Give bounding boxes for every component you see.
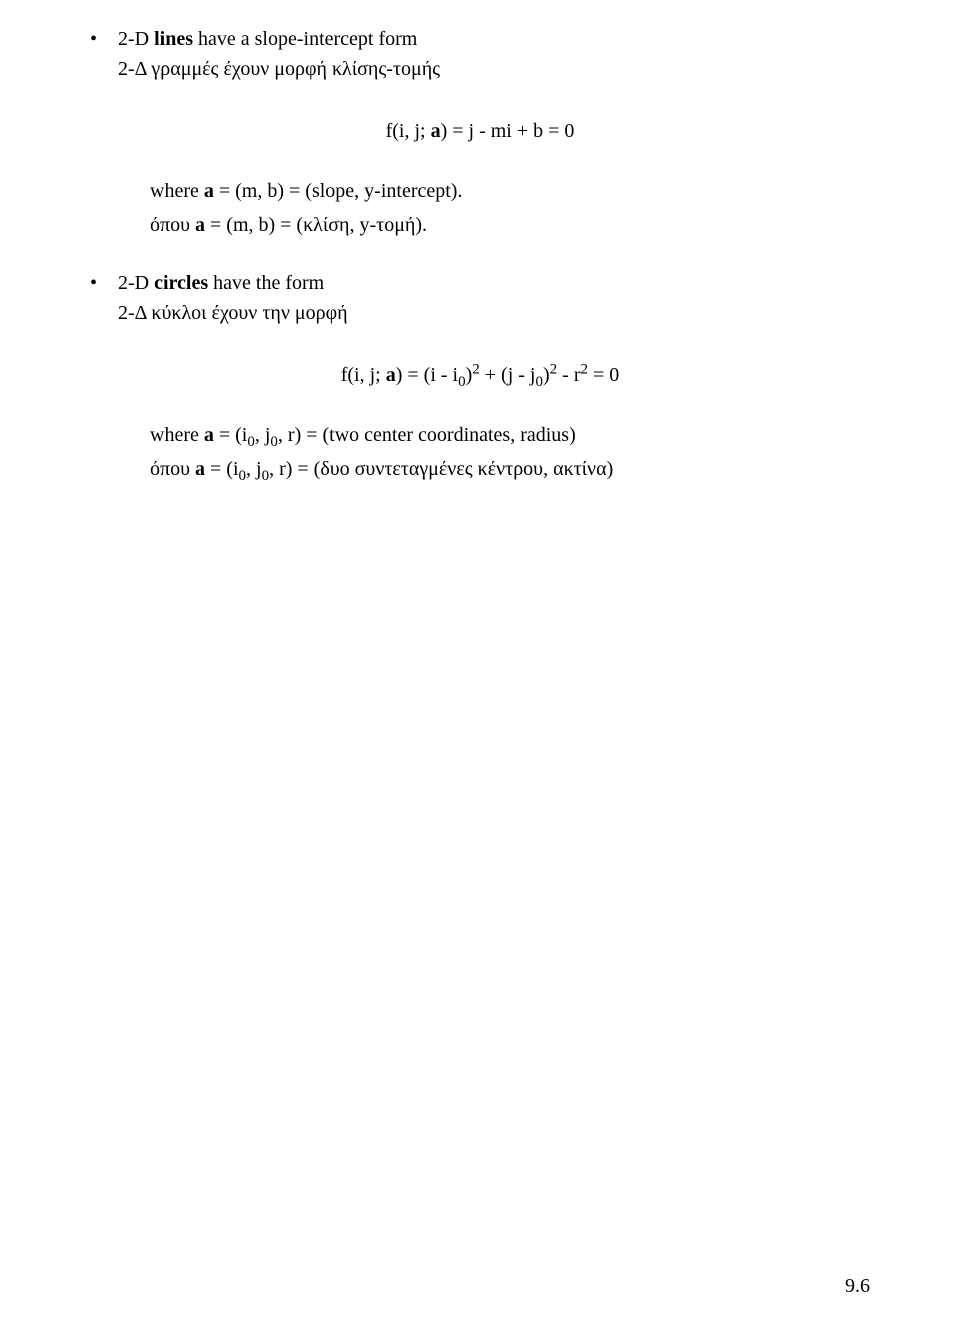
cw-el-s1: 0 — [239, 468, 247, 484]
page-number: 9.6 — [845, 1275, 870, 1298]
lines-el: 2-Δ γραμμές έχουν μορφή κλίσης-τομής — [118, 54, 870, 84]
circles-en-post: have the form — [208, 272, 324, 294]
circles-el: 2-Δ κύκλοι έχουν την μορφή — [118, 298, 870, 328]
ceq-sub2: 0 — [535, 374, 543, 390]
lines-bullet-text: 2-D lines have a slope-intercept form 2-… — [118, 24, 870, 84]
cw-en-pre: where — [150, 424, 204, 446]
lines-en-bold: lines — [154, 28, 193, 50]
cw-en-p2: , j — [255, 424, 271, 446]
circles-bullet: • 2-D circles have the form 2-Δ κύκλοι έ… — [90, 268, 870, 328]
ceq-p5: ) — [543, 364, 550, 386]
lines-where-el-pre: όπου — [150, 214, 195, 236]
page-body: • 2-D lines have a slope-intercept form … — [0, 0, 960, 484]
lines-equation: f(i, j; a) = j - mi + b = 0 — [90, 116, 870, 146]
bullet-icon: • — [90, 268, 118, 298]
ceq-p4: + (j - j — [480, 364, 536, 386]
cw-el-pre: όπου — [150, 458, 195, 480]
cw-en-s2: 0 — [270, 434, 278, 450]
lines-where-en-pre: where — [150, 180, 204, 202]
lines-where: where a = (m, b) = (slope, y-intercept).… — [150, 176, 870, 240]
ceq-sub1: 0 — [458, 374, 466, 390]
cw-el-s2: 0 — [262, 468, 270, 484]
lines-en-post: have a slope-intercept form — [193, 28, 417, 50]
cw-el-p1: = (i — [205, 458, 239, 480]
cw-en-s1: 0 — [247, 434, 255, 450]
ceq-sup1: 2 — [472, 361, 480, 377]
lines-bullet: • 2-D lines have a slope-intercept form … — [90, 24, 870, 84]
circles-bullet-text: 2-D circles have the form 2-Δ κύκλοι έχο… — [118, 268, 870, 328]
eq-a: a — [431, 120, 441, 142]
ceq-p2: ) = (i - i — [396, 364, 458, 386]
cw-el-p2: , j — [246, 458, 262, 480]
ceq-sup3: 2 — [580, 361, 588, 377]
lines-where-el-a: a — [195, 214, 205, 236]
cw-el-p3: , r) = (δυο συντεταγμένες κέντρου, ακτίν… — [269, 458, 613, 480]
eq-post: ) = j - mi + b = 0 — [441, 120, 575, 142]
ceq-a: a — [386, 364, 396, 386]
circles-equation: f(i, j; a) = (i - i0)2 + (j - j0)2 - r2 … — [90, 360, 870, 390]
lines-where-en-post: = (m, b) = (slope, y-intercept). — [214, 180, 463, 202]
circles-en-bold: circles — [154, 272, 208, 294]
lines-where-en-a: a — [204, 180, 214, 202]
ceq-p7: = 0 — [588, 364, 619, 386]
cw-en-p1: = (i — [214, 424, 248, 446]
ceq-p6: - r — [557, 364, 580, 386]
circles-where: where a = (i0, j0, r) = (two center coor… — [150, 420, 870, 484]
eq-pre: f(i, j; — [386, 120, 431, 142]
cw-el-a: a — [195, 458, 205, 480]
bullet-icon: • — [90, 24, 118, 54]
ceq-p1: f(i, j; — [341, 364, 386, 386]
cw-en-p3: , r) = (two center coordinates, radius) — [278, 424, 576, 446]
circles-en-pre: 2-D — [118, 272, 154, 294]
lines-where-el-post: = (m, b) = (κλίση, y-τομή). — [205, 214, 427, 236]
cw-en-a: a — [204, 424, 214, 446]
lines-en-pre: 2-D — [118, 28, 154, 50]
